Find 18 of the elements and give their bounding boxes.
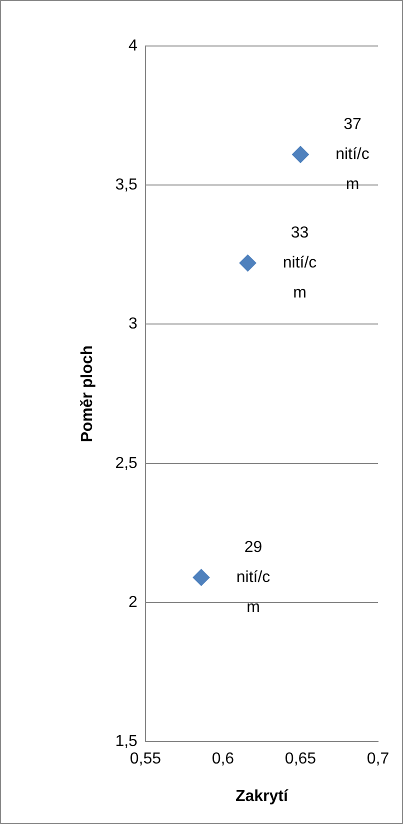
y-tick-label: 2 bbox=[128, 594, 138, 611]
y-tick-label: 3 bbox=[128, 316, 138, 333]
point bbox=[292, 146, 309, 164]
x-tick-label: 0,65 bbox=[284, 750, 316, 768]
annotation: 37 nití/cm bbox=[336, 116, 370, 193]
y-tick-label: 4 bbox=[128, 37, 138, 54]
x-tick-label: 0,7 bbox=[366, 750, 390, 768]
annotation: 29 nití/cm bbox=[236, 538, 270, 616]
y-tick-label: 2,5 bbox=[115, 454, 138, 472]
y-tick-label: 1,5 bbox=[115, 733, 138, 750]
y-axis-title: Poměr ploch bbox=[79, 345, 96, 442]
point bbox=[239, 254, 256, 272]
point bbox=[192, 568, 210, 586]
x-axis-title: Zakrytí bbox=[235, 788, 289, 805]
x-tick-label: 0,6 bbox=[212, 750, 234, 768]
y-tick-label: 3,5 bbox=[115, 176, 138, 194]
x-tick-label: 0,55 bbox=[130, 750, 162, 768]
annotation: 33 nití/cm bbox=[282, 224, 317, 302]
